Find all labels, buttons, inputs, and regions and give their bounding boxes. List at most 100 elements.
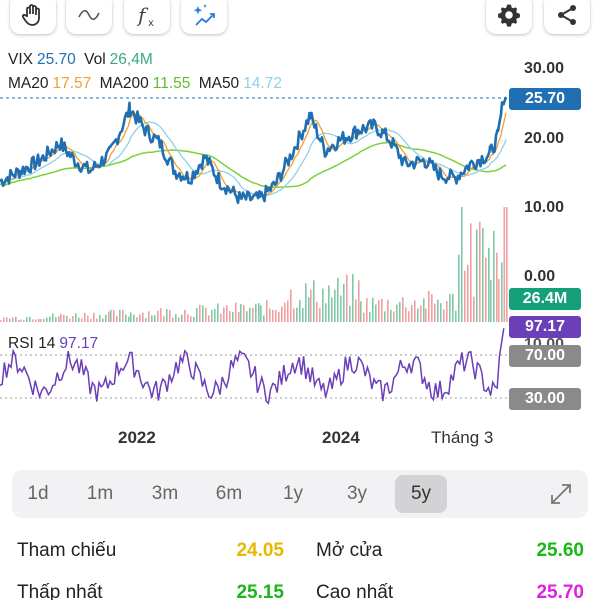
volume-bar [449, 293, 451, 322]
volume-bar [66, 315, 68, 322]
range-3m-button[interactable]: 3m [151, 483, 179, 504]
volume-bar [405, 307, 407, 322]
volume-bar [414, 300, 416, 322]
volume-bar [90, 318, 92, 322]
volume-bar [399, 301, 401, 322]
volume-bar [263, 315, 265, 322]
price-axis-30: 30.00 [524, 60, 565, 77]
volume-bar [278, 311, 280, 322]
range-1m-button[interactable]: 1m [86, 483, 114, 504]
volume-bar [52, 313, 54, 322]
function-tool-button[interactable]: f x [124, 0, 170, 34]
volume-bar [260, 305, 262, 322]
open-value: 25.60 [536, 540, 584, 561]
volume-bar [214, 308, 216, 322]
volume-bar [290, 289, 292, 322]
volume-bar [187, 314, 189, 322]
volume-bar [38, 318, 40, 322]
volume-bar [43, 319, 45, 322]
volume-bar [488, 248, 490, 322]
volume-bar [423, 298, 425, 322]
volume-bar [493, 230, 495, 322]
volume-bar [420, 305, 422, 322]
range-5y-button[interactable]: 5y [395, 475, 447, 513]
volume-bar [293, 308, 295, 322]
volume-bar [390, 309, 392, 322]
range-1d-button[interactable]: 1d [27, 483, 49, 504]
volume-bar [381, 298, 383, 322]
range-6m-button[interactable]: 6m [215, 483, 243, 504]
ma200-value: 11.55 [152, 75, 191, 92]
volume-bar [84, 312, 86, 322]
volume-bar [235, 302, 237, 322]
volume-bar [72, 316, 74, 322]
volume-bar [196, 308, 198, 322]
volume-bar [443, 309, 445, 322]
volume-bar [313, 280, 315, 322]
volume-bar [55, 317, 57, 322]
time-axis-2022: 2022 [118, 428, 156, 447]
volume-bar [163, 316, 165, 322]
volume-bar [360, 301, 362, 322]
volume-bar [240, 304, 242, 322]
volume-bar [175, 314, 177, 322]
volume-bar [249, 307, 251, 322]
price-chart[interactable] [0, 0, 600, 460]
hand-tool-button[interactable] [10, 0, 56, 34]
volume-bar [172, 317, 174, 322]
stats-row-1: Tham chiếu 24.05 Mở cửa 25.60 [0, 540, 600, 570]
volume-bar [145, 318, 147, 322]
volume-bar [139, 314, 141, 322]
volume-bar [32, 319, 34, 322]
volume-bar [503, 207, 506, 322]
price-axis-0: 0.00 [524, 268, 556, 285]
ma-legend: MA20 17.57 MA200 11.55 MA50 14.72 [8, 75, 286, 93]
rsi-value: 97.17 [59, 335, 99, 352]
volume-bar [258, 303, 260, 322]
volume-bar [220, 313, 222, 322]
price-value: 25.70 [36, 51, 76, 68]
volume-bar [425, 308, 427, 322]
volume-bar [0, 320, 2, 322]
volume-bar [208, 315, 210, 322]
volume-bar [99, 314, 101, 322]
volume-bar [60, 313, 62, 322]
volume-bar [199, 304, 201, 322]
line-icon [78, 9, 100, 21]
volume-bar [334, 289, 336, 322]
volume-bar [340, 295, 342, 322]
volume-bar [20, 319, 22, 322]
volume-bar [81, 318, 83, 322]
volume-bar [479, 221, 481, 322]
range-3y-button[interactable]: 3y [346, 483, 368, 504]
ma50-label: MA50 [198, 75, 240, 92]
volume-bar [26, 317, 28, 322]
high-value: 25.70 [536, 582, 584, 600]
gear-icon [498, 4, 520, 27]
volume-bar [35, 319, 37, 322]
expand-button[interactable] [548, 481, 574, 512]
ma20-value: 17.57 [52, 75, 92, 92]
expand-icon [551, 484, 571, 504]
volume-bar [246, 311, 248, 322]
open-label: Mở cửa [316, 540, 383, 561]
volume-bar [232, 312, 234, 322]
time-axis-month: Tháng 3 [431, 428, 494, 447]
volume-bar [452, 293, 454, 322]
ai-tool-button[interactable] [181, 0, 227, 34]
volume-bar [458, 254, 460, 322]
volume-bar [446, 301, 448, 322]
volume-bar [223, 307, 225, 322]
volume-bar [46, 317, 48, 322]
volume-bar [281, 306, 283, 322]
volume-bar [455, 310, 457, 322]
volume-bar [23, 319, 25, 322]
volume-bar [461, 207, 463, 322]
range-1y-button[interactable]: 1y [282, 483, 304, 504]
line-tool-button[interactable] [66, 0, 112, 34]
volume-bar [319, 307, 321, 322]
share-button[interactable] [544, 0, 590, 34]
settings-button[interactable] [486, 0, 532, 34]
volume-bar [96, 318, 98, 322]
volume-bar [284, 302, 286, 322]
